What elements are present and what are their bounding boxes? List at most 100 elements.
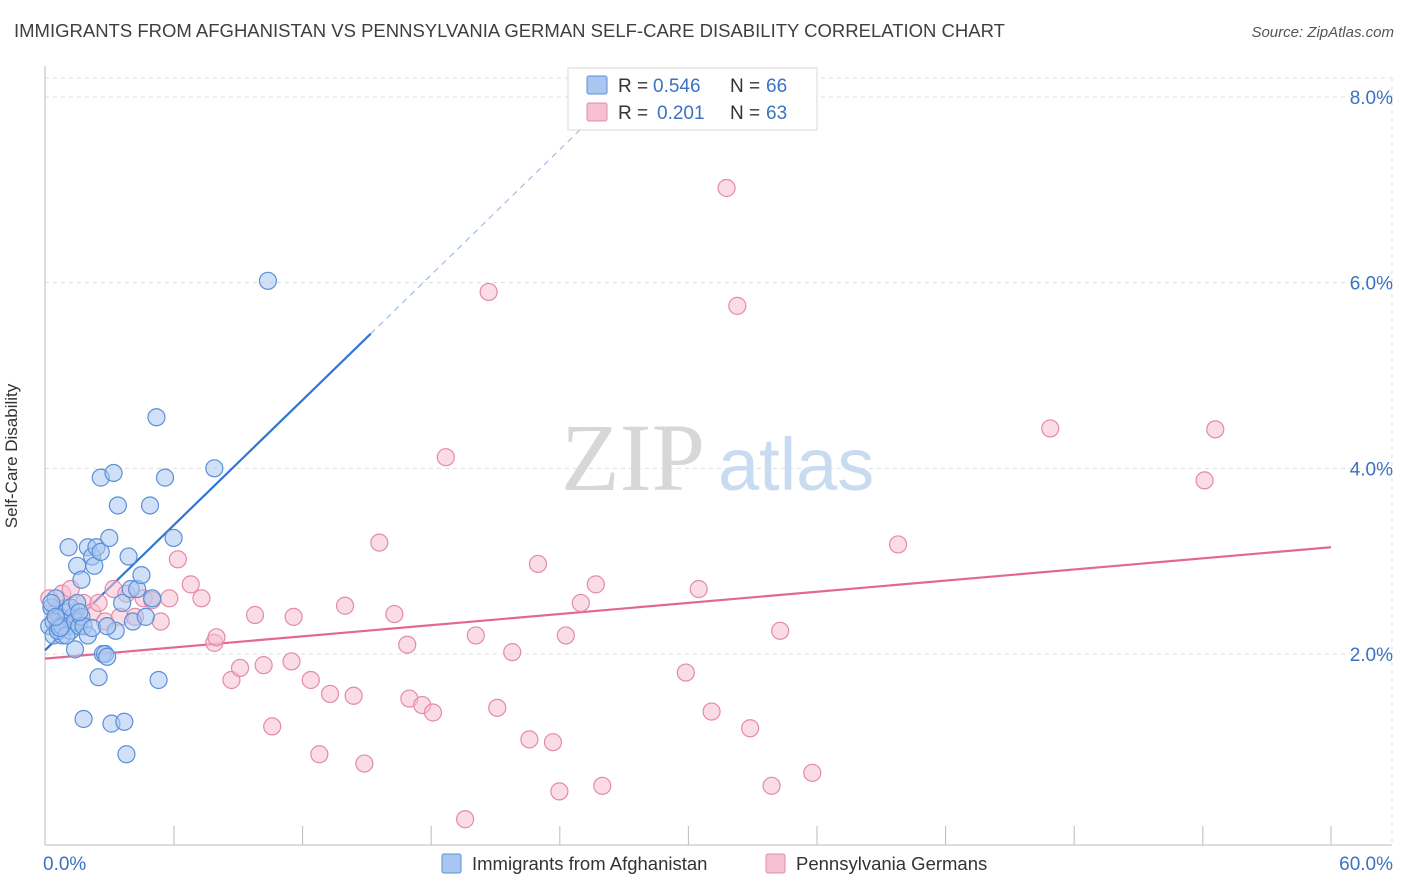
pink-data-point [762,776,781,795]
pink-data-point [301,670,320,690]
stats-legend-r-value: 0.546 [653,76,701,97]
stats-legend: R = 0.546 N = 66 R = 0.201 N = 63 [567,67,818,131]
pink-data-point [455,810,475,829]
blue-data-point [113,593,132,613]
pink-data-point [586,575,605,594]
blue-data-point [155,468,175,487]
y-tick-label: 2.0% [1350,645,1393,666]
stats-legend-swatch-pink [586,102,608,122]
pink-data-point [310,745,329,764]
pink-data-point [370,533,389,552]
chart-title: IMMIGRANTS FROM AFGHANISTAN VS PENNSYLVA… [14,20,1005,41]
watermark-zip: ZIP [561,404,705,511]
blue-data-point [104,463,123,483]
pink-data-point [503,643,522,662]
pink-data-point [207,628,226,647]
stats-legend-n-label: N = [730,76,760,97]
blue-data-point [205,459,224,478]
pink-data-point [888,535,908,554]
stats-legend-r-label: R = [618,103,648,124]
pink-data-point [355,754,374,773]
series-legend-label: Pennsylvania Germans [796,853,987,874]
pink-data-point [89,593,108,613]
pink-data-point [528,554,548,574]
watermark-atlas: atlas [718,423,874,506]
pink-data-point [151,612,170,631]
pink-data-point [550,782,569,801]
pink-data-point [741,719,760,738]
pink-data-point [702,702,721,721]
pink-trendline [44,546,1332,660]
blue-data-point [83,618,102,638]
blue-data-point [72,570,91,589]
pink-data-point [335,596,355,615]
pink-data-point [803,763,822,782]
y-tick-labels: 2.0% 4.0% 6.0% 8.0% [1350,88,1393,666]
pink-data-point [344,686,363,705]
blue-data-point [100,528,119,548]
blue-data-point [70,603,89,622]
blue-data-point [136,607,155,626]
pink-data-point [254,656,273,675]
blue-data-point [98,617,117,636]
pink-data-point [556,626,575,645]
source-label: Source: ZipAtlas.com [1251,24,1394,41]
pink-data-point [571,593,590,613]
stats-legend-n-value: 66 [766,76,787,97]
blue-data-point [149,670,168,690]
x-tick-label: 0.0% [43,854,86,875]
pink-data-point [717,178,736,198]
watermark: ZIP atlas [561,404,874,511]
pink-data-point [282,652,301,671]
blue-data-point [164,528,183,548]
pink-data-point [466,626,485,645]
pink-data-point [728,296,747,315]
series-legend-swatch-blue [441,853,462,874]
trendlines [44,124,1332,660]
blue-data-point [258,271,278,290]
pink-data-point [676,663,695,682]
blue-data-point [59,538,78,557]
pink-data-point [543,733,563,752]
pink-data-point [771,621,790,640]
blue-data-point [91,542,110,561]
data-points [40,178,1225,829]
pink-data-point [320,684,340,704]
stats-legend-n-label: N = [730,103,760,124]
y-tick-label: 4.0% [1350,459,1393,480]
blue-data-point [143,589,162,608]
pink-data-point [398,635,417,654]
pink-data-point [689,579,708,599]
pink-data-point [1206,420,1225,439]
pink-data-point [263,717,282,736]
y-tick-label: 6.0% [1350,274,1393,295]
y-tick-label: 8.0% [1350,88,1393,109]
blue-data-point [140,496,160,515]
blue-data-point [46,607,65,626]
pink-data-point [479,282,498,302]
blue-data-point [119,547,138,566]
axes [44,66,1392,846]
blue-data-point [115,712,134,731]
series-legend: Immigrants from Afghanistan Pennsylvania… [441,853,987,874]
x-tick-labels: 0.0% 60.0% [43,854,1393,875]
series-legend-swatch-pink [765,853,786,874]
blue-data-point [65,640,85,659]
pink-data-point [423,703,443,722]
pink-data-point [385,604,404,624]
stats-legend-r-label: R = [618,76,648,97]
pink-data-point [160,589,179,608]
pink-data-point [488,698,507,717]
pink-data-point [593,776,612,795]
pink-data-point [1041,419,1060,438]
blue-data-point [147,408,166,427]
x-tick-label: 60.0% [1339,854,1393,875]
blue-data-point [74,709,93,729]
pink-data-point [192,589,211,608]
pink-data-point [230,658,250,678]
stats-legend-swatch-blue [586,75,608,95]
pink-data-point [1195,471,1214,490]
stats-legend-n-value: 63 [766,103,787,124]
series-legend-label: Immigrants from Afghanistan [472,853,707,874]
